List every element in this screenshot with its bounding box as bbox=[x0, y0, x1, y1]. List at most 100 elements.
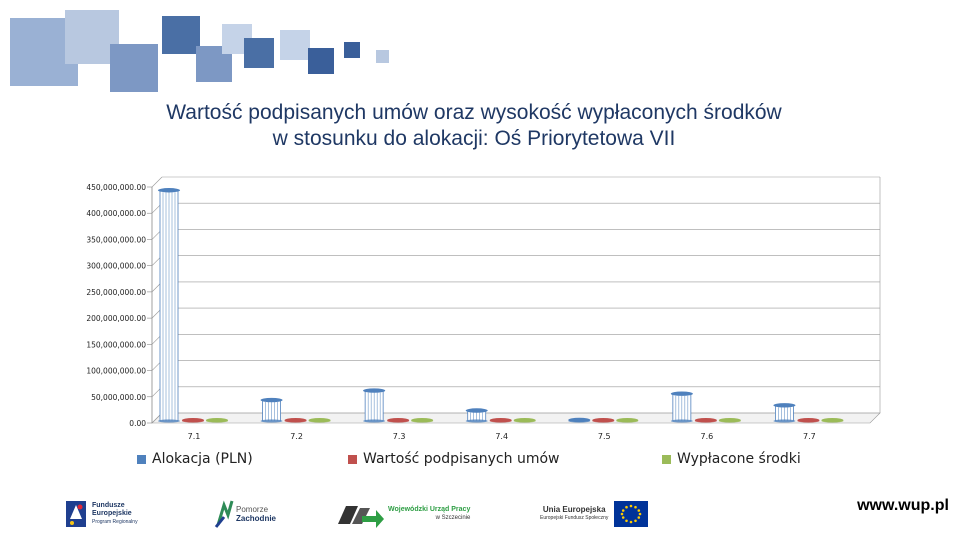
bar-base bbox=[616, 419, 639, 423]
x-axis-ticks: 7.1 7.2 7.3 7.4 7.5 7.6 7.7 bbox=[188, 432, 816, 441]
pomorze-line1: Pomorze bbox=[236, 505, 269, 514]
x-tick-label: 7.3 bbox=[393, 432, 406, 441]
y-tick-label: 250,000,000.00 bbox=[86, 288, 146, 297]
bar bbox=[387, 418, 410, 423]
bar-base bbox=[158, 419, 180, 423]
bar bbox=[489, 418, 512, 423]
deco-square bbox=[162, 16, 200, 54]
fe-line3: Program Regionalny bbox=[92, 519, 138, 525]
x-tick-label: 7.6 bbox=[700, 432, 713, 441]
bar-base bbox=[387, 419, 410, 423]
eu-flag-icon bbox=[614, 501, 649, 527]
bar-cap bbox=[773, 403, 796, 408]
fe-line1: Fundusze bbox=[92, 502, 125, 509]
bar bbox=[616, 418, 639, 423]
y-tick-label: 50,000,000.00 bbox=[91, 393, 146, 402]
legend-swatch bbox=[348, 454, 357, 464]
bar-base bbox=[568, 419, 591, 423]
bar-base bbox=[411, 419, 434, 423]
legend-label: Alokacja (PLN) bbox=[152, 451, 253, 467]
bar bbox=[284, 418, 307, 423]
legend-swatch bbox=[137, 454, 146, 464]
bar bbox=[513, 418, 536, 423]
bar-base bbox=[182, 419, 204, 423]
gridline-diagonal bbox=[151, 176, 163, 188]
deco-square bbox=[308, 48, 334, 74]
bar bbox=[182, 418, 204, 423]
fe-logo-icon bbox=[66, 501, 86, 527]
bar-base bbox=[773, 419, 796, 423]
bar-base bbox=[363, 419, 386, 423]
bar-base bbox=[206, 419, 228, 423]
x-tick-label: 7.1 bbox=[188, 432, 201, 441]
bar-cap bbox=[670, 391, 693, 396]
fe-line2: Europejskie bbox=[92, 510, 132, 517]
chart-grid bbox=[147, 176, 881, 424]
bar-base bbox=[465, 419, 488, 423]
wup-line1: Wojewódzki Urząd Pracy bbox=[388, 506, 471, 513]
deco-square bbox=[344, 42, 360, 58]
x-tick-label: 7.7 bbox=[803, 432, 816, 441]
bar bbox=[821, 418, 844, 423]
bar-chart: 0.00 50,000,000.00 100,000,000.00 150,000,0… bbox=[86, 176, 881, 441]
bar-cap bbox=[158, 188, 180, 193]
deco-square bbox=[110, 44, 158, 92]
bar-base bbox=[489, 419, 512, 423]
bar-cap bbox=[260, 397, 283, 403]
deco-square bbox=[376, 50, 389, 63]
pomorze-line2: Zachodnie bbox=[236, 514, 277, 523]
bar bbox=[260, 397, 283, 423]
bar-cap bbox=[363, 388, 386, 393]
chart-title-line2: w stosunku do alokacji: Oś Priorytetowa … bbox=[272, 127, 676, 150]
bar bbox=[158, 188, 180, 423]
bar-base bbox=[284, 419, 307, 423]
wup-line2: w Szczecinie bbox=[435, 515, 471, 521]
logo-unia-europejska: Unia Europejska Europejski Fundusz Społe… bbox=[540, 492, 680, 536]
wup-logo-icon bbox=[338, 506, 384, 528]
x-tick-label: 7.5 bbox=[598, 432, 611, 441]
deco-square bbox=[244, 38, 274, 68]
bar-base bbox=[821, 419, 844, 423]
ue-line1: Unia Europejska bbox=[542, 505, 606, 514]
x-tick-label: 7.4 bbox=[495, 432, 508, 441]
bar-base bbox=[260, 419, 283, 423]
x-tick-label: 7.2 bbox=[290, 432, 303, 441]
bar-base bbox=[513, 419, 536, 423]
pomorze-logo-icon bbox=[214, 500, 234, 528]
y-axis-ticks: 0.00 50,000,000.00 100,000,000.00 150,000,0… bbox=[86, 183, 146, 428]
bar bbox=[363, 388, 386, 423]
legend-swatch bbox=[662, 454, 671, 464]
bar bbox=[206, 418, 228, 423]
bar bbox=[797, 418, 820, 423]
legend-label: Wypłacone środki bbox=[677, 451, 801, 467]
y-tick-label: 100,000,000.00 bbox=[86, 367, 146, 376]
ue-line2: Europejski Fundusz Społeczny bbox=[540, 515, 609, 521]
deco-square bbox=[280, 30, 310, 60]
legend-label: Wartość podpisanych umów bbox=[363, 451, 560, 467]
y-tick-label: 450,000,000.00 bbox=[86, 183, 146, 192]
bar bbox=[773, 403, 796, 423]
bar bbox=[411, 418, 434, 423]
chart-title-line1: Wartość podpisanych umów oraz wysokość w… bbox=[166, 101, 782, 124]
y-tick-label: 0.00 bbox=[129, 419, 146, 428]
chart-title: Wartość podpisanych umów oraz wysokość w… bbox=[0, 100, 948, 152]
bar bbox=[568, 417, 591, 423]
bar-base bbox=[670, 419, 693, 423]
y-tick-label: 400,000,000.00 bbox=[86, 209, 146, 218]
y-tick-label: 150,000,000.00 bbox=[86, 340, 146, 349]
bar bbox=[465, 408, 488, 423]
logo-fundusze-europejskie: Fundusze Europejskie Program Regionalny bbox=[66, 492, 166, 536]
bar bbox=[592, 418, 615, 423]
logo-wup-szczecin: Wojewódzki Urząd Pracy w Szczecinie bbox=[336, 492, 486, 536]
footer-logos: Fundusze Europejskie Program Regionalny … bbox=[0, 492, 960, 540]
logo-pomorze-zachodnie: Pomorze Zachodnie bbox=[214, 492, 284, 536]
bar bbox=[694, 418, 717, 423]
y-tick-label: 350,000,000.00 bbox=[86, 235, 146, 244]
legend-item-wyplacone: Wypłacone środki bbox=[662, 451, 801, 467]
y-tick-label: 300,000,000.00 bbox=[86, 262, 146, 271]
bar-cap bbox=[465, 408, 488, 413]
legend-item-alokacja: Alokacja (PLN) bbox=[137, 451, 253, 467]
bar-base bbox=[718, 419, 741, 423]
legend-item-umowy: Wartość podpisanych umów bbox=[348, 451, 559, 467]
website-url[interactable]: www.wup.pl bbox=[846, 497, 960, 530]
